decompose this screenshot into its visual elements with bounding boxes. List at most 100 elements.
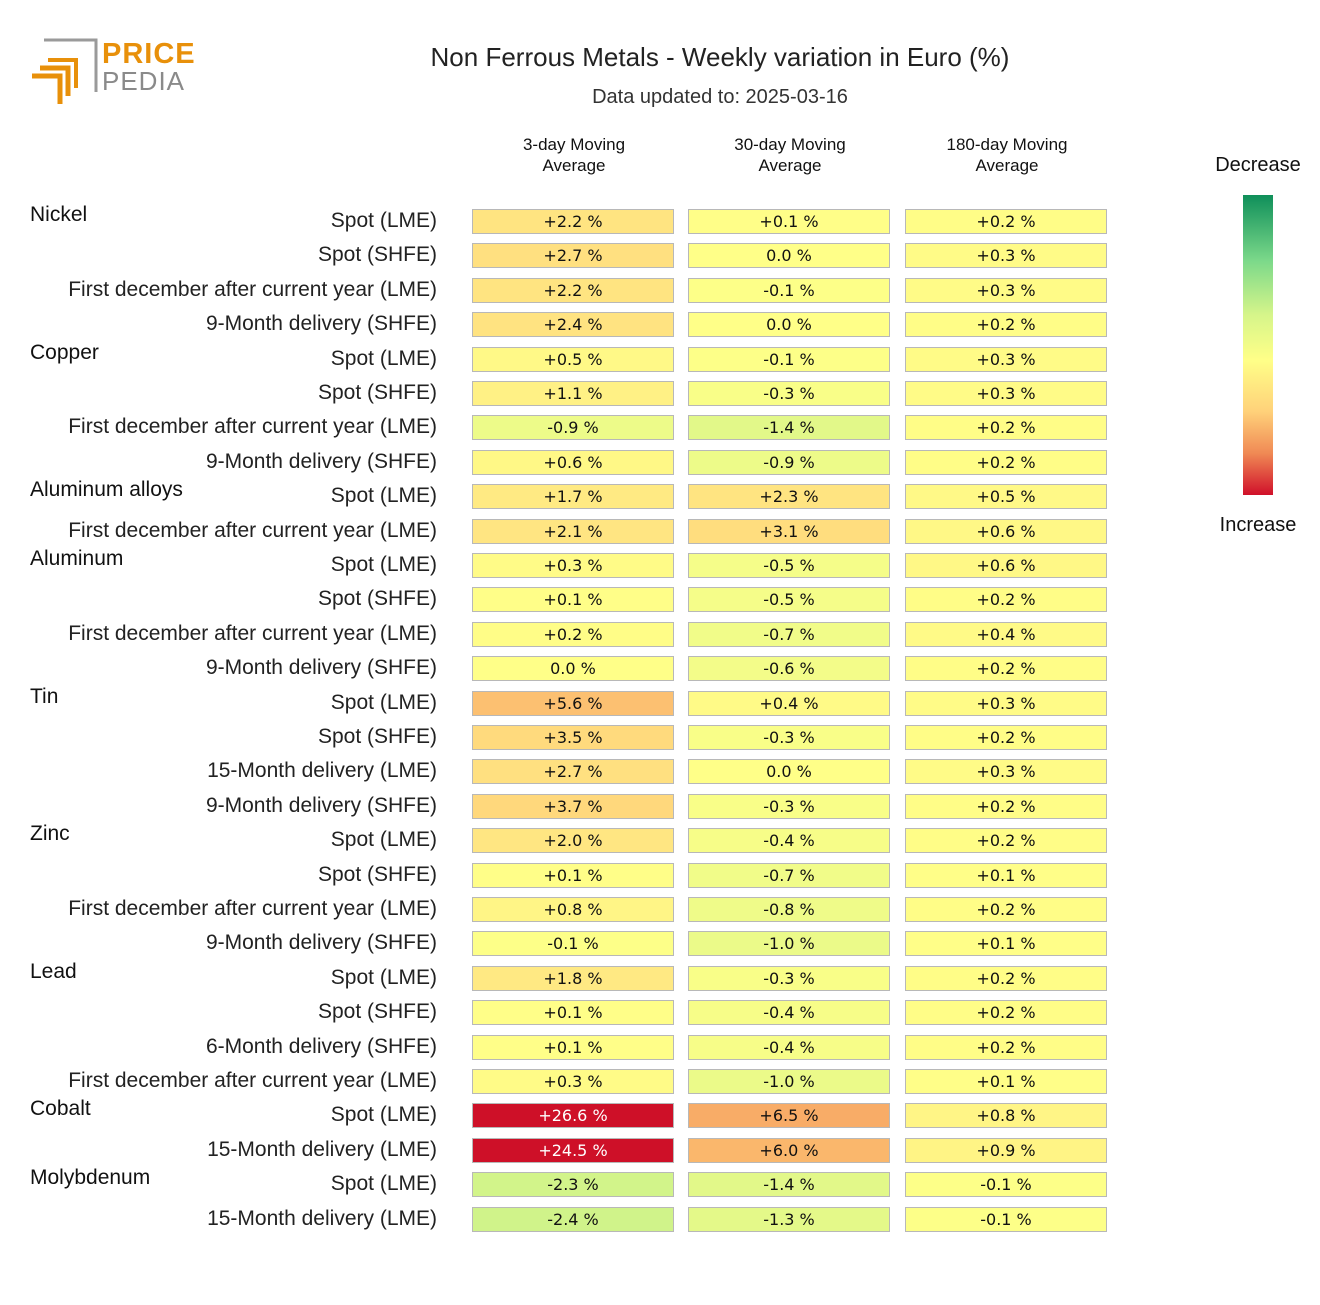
row-label: Spot (LME) — [330, 1103, 437, 1127]
heatmap-cell: -0.1 % — [905, 1206, 1107, 1232]
logo-text-pedia: PEDIA — [102, 66, 186, 96]
row-label: 15-Month delivery (LME) — [207, 759, 437, 783]
row-label: Spot (SHFE) — [317, 381, 437, 404]
row-label: Spot (SHFE) — [317, 587, 437, 611]
metal-group-label: Zinc — [30, 822, 70, 846]
heatmap-cell: -1.0 % — [688, 931, 890, 957]
heatmap-cell: +0.2 % — [905, 656, 1107, 682]
row-label: 9-Month delivery (SHFE) — [205, 312, 437, 336]
heatmap-cell: +26.6 % — [472, 1103, 674, 1129]
heatmap-cell: -0.4 % — [688, 1034, 890, 1060]
heatmap-cell: +0.3 % — [905, 346, 1107, 372]
heatmap-cell: +0.1 % — [472, 587, 674, 613]
heatmap-cell: +3.7 % — [472, 793, 674, 819]
heatmap-cell: +0.5 % — [905, 484, 1107, 510]
heatmap-cell: +0.2 % — [905, 1034, 1107, 1060]
heatmap-cell: +0.4 % — [905, 621, 1107, 647]
heatmap-cell: -1.0 % — [688, 1069, 890, 1094]
row-label: Spot (LME) — [330, 346, 437, 370]
metal-group-label: Cobalt — [30, 1097, 91, 1121]
heatmap-cell: -0.7 % — [688, 862, 890, 888]
heatmap-cell: +0.2 % — [905, 209, 1107, 234]
heatmap-cell: -0.7 % — [688, 621, 890, 647]
heatmap-cell: +1.1 % — [472, 381, 674, 406]
heatmap-cell: -1.3 % — [688, 1206, 890, 1232]
row-label: 9-Month delivery (SHFE) — [205, 449, 437, 473]
row-label: First december after current year (LME) — [68, 897, 437, 920]
heatmap-cell: +0.2 % — [905, 965, 1107, 991]
heatmap-cell: +0.9 % — [905, 1137, 1107, 1163]
heatmap-cell: -0.9 % — [688, 449, 890, 475]
chart-subtitle: Data updated to: 2025-03-16 — [592, 86, 848, 108]
heatmap-cell: 0.0 % — [688, 312, 890, 338]
heatmap-cell: -0.5 % — [688, 587, 890, 613]
legend-decrease-label: Decrease — [1215, 154, 1301, 176]
heatmap-cell: +0.8 % — [905, 1103, 1107, 1129]
heatmap-cell: -0.4 % — [688, 1000, 890, 1026]
heatmap-cell: +0.3 % — [905, 243, 1107, 269]
row-label: Spot (SHFE) — [317, 1000, 437, 1024]
heatmap-cell: +2.3 % — [688, 484, 890, 510]
heatmap-cell: +0.2 % — [905, 415, 1107, 441]
column-header: 3-day Moving Average — [522, 135, 626, 175]
heatmap-cell: +3.1 % — [688, 518, 890, 544]
row-label: Spot (LME) — [330, 1172, 437, 1196]
row-label: Spot (LME) — [330, 484, 437, 508]
heatmap-cell: -0.6 % — [688, 656, 890, 682]
heatmap-cell: 0.0 % — [688, 243, 890, 269]
heatmap-cell: +0.1 % — [472, 1000, 674, 1026]
row-label: Spot (LME) — [330, 965, 437, 989]
row-label: First december after current year (LME) — [68, 415, 437, 439]
heatmap-cell: +2.4 % — [472, 312, 674, 338]
heatmap-cell: +6.5 % — [688, 1103, 890, 1129]
logo-mark-icon — [32, 38, 98, 104]
heatmap-cell: +2.1 % — [472, 518, 674, 544]
pricepedia-logo: PRICE PEDIA — [30, 38, 195, 110]
heatmap-cell: +0.2 % — [905, 587, 1107, 613]
heatmap-cell: -0.1 % — [688, 346, 890, 372]
heatmap-cell: +0.2 % — [905, 828, 1107, 854]
row-label: Spot (SHFE) — [317, 243, 437, 267]
heatmap-cell: +0.2 % — [905, 1000, 1107, 1026]
heatmap-cell: +0.8 % — [472, 897, 674, 922]
heatmap-cell: +0.3 % — [472, 1069, 674, 1094]
row-label: 9-Month delivery (SHFE) — [205, 931, 437, 955]
heatmap-cell: -1.4 % — [688, 415, 890, 441]
heatmap-cell: -0.4 % — [688, 828, 890, 854]
heatmap-cell: -0.9 % — [472, 415, 674, 441]
row-label: Spot (LME) — [330, 828, 437, 852]
row-label: 9-Month delivery (SHFE) — [205, 656, 437, 680]
heatmap-cell: +0.2 % — [905, 312, 1107, 338]
metal-group-label: Copper — [30, 340, 99, 364]
heatmap-cell: +0.3 % — [905, 277, 1107, 303]
heatmap-cell: +24.5 % — [472, 1137, 674, 1163]
row-label: 15-Month delivery (LME) — [207, 1206, 437, 1230]
heatmap-cell: +0.2 % — [905, 793, 1107, 819]
heatmap-cell: -0.5 % — [688, 553, 890, 578]
heatmap-cell: +0.4 % — [688, 690, 890, 716]
heatmap-cell: +0.1 % — [905, 931, 1107, 957]
heatmap-cell: +0.3 % — [905, 381, 1107, 406]
heatmap-cell: +0.6 % — [472, 449, 674, 475]
heatmap-cell: +0.2 % — [905, 897, 1107, 922]
heatmap-cell: +0.3 % — [905, 759, 1107, 785]
heatmap-cell: +0.3 % — [472, 553, 674, 578]
heatmap-cell: +1.7 % — [472, 484, 674, 510]
heatmap-cell: +0.5 % — [472, 346, 674, 372]
heatmap-cell: -0.8 % — [688, 897, 890, 922]
row-label: First december after current year (LME) — [68, 518, 437, 542]
heatmap-cell: -1.4 % — [688, 1172, 890, 1198]
heatmap-cell: +2.7 % — [472, 243, 674, 269]
column-header: 30-day Moving Average — [734, 135, 846, 175]
heatmap-cell: +2.7 % — [472, 759, 674, 785]
heatmap-cell: +0.1 % — [688, 209, 890, 234]
row-label: First december after current year (LME) — [68, 621, 437, 645]
heatmap-cell: +0.2 % — [905, 725, 1107, 750]
row-label: Spot (SHFE) — [317, 862, 437, 886]
heatmap-cell: +2.2 % — [472, 277, 674, 303]
metal-group-label: Lead — [30, 959, 77, 983]
heatmap-cell: -2.4 % — [472, 1206, 674, 1232]
heatmap-cell: +5.6 % — [472, 690, 674, 716]
heatmap-cell: 0.0 % — [472, 656, 674, 682]
logo-text-price: PRICE — [102, 38, 196, 70]
